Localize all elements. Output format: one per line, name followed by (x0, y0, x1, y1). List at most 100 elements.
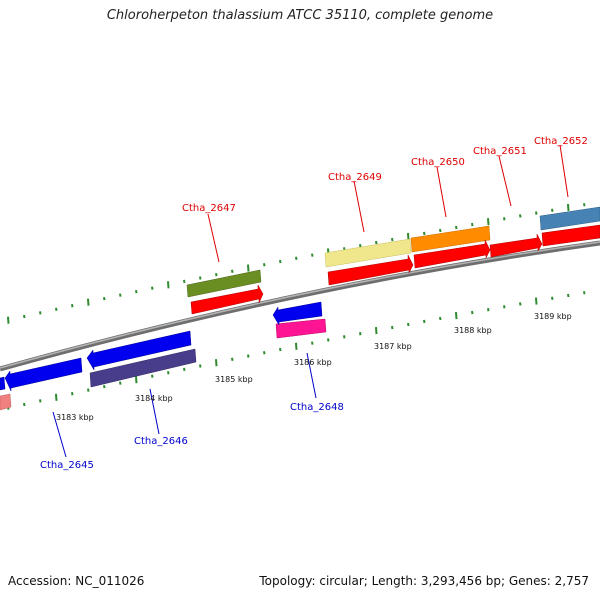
minor-tick (567, 293, 570, 298)
leader-ctha-2652 (559, 144, 569, 198)
minor-tick (39, 399, 42, 403)
minor-tick (119, 293, 122, 297)
gene-label-ctha-2645[interactable]: Ctha_2645 (40, 460, 94, 471)
major-tick (215, 359, 218, 367)
gene-arrow-ctha-2648[interactable] (272, 301, 323, 326)
minor-tick (375, 240, 378, 245)
leader-ctha-2647 (207, 213, 220, 263)
gene-arrow-ctha-2652[interactable] (541, 224, 600, 247)
scale-label: 3186 kbp (294, 358, 332, 367)
gene-arrow-ctha-2650[interactable] (413, 239, 491, 269)
minor-tick (487, 308, 490, 312)
gene-label-ctha-2652[interactable]: Ctha_2652 (534, 136, 588, 147)
gene-arrows (0, 224, 600, 392)
scale-label: 3184 kbp (135, 394, 173, 403)
minor-tick (87, 388, 90, 392)
minor-tick (583, 291, 586, 295)
minor-tick (359, 244, 362, 248)
minor-tick (407, 322, 410, 327)
gene-arrow-ctha-2646[interactable] (86, 330, 192, 371)
gene-arrow-ctha-2645[interactable] (4, 357, 83, 392)
cog-bar-ctha-2652[interactable] (539, 206, 600, 231)
major-tick (135, 376, 138, 384)
map-title: Chloroherpeton thalassium ATCC 35110, co… (106, 8, 494, 23)
minor-tick (583, 203, 586, 207)
minor-tick (343, 335, 346, 339)
minor-tick (423, 319, 426, 324)
minor-tick (199, 276, 202, 280)
minor-tick (471, 310, 474, 315)
gene-label-ctha-2649[interactable]: Ctha_2649 (328, 172, 382, 183)
cog-bar-ctha-2647[interactable] (186, 269, 262, 298)
minor-tick (199, 364, 202, 368)
minor-tick (55, 307, 58, 311)
leader-ctha-2651 (498, 155, 512, 207)
cog-category-bars (0, 206, 600, 411)
minor-tick (71, 392, 74, 396)
major-tick (455, 311, 458, 320)
topology-text: Topology: circular; Length: 3,293,456 bp… (259, 574, 589, 588)
leader-ctha-2645 (52, 411, 67, 458)
cog-bar-ctha-2646[interactable] (89, 348, 197, 388)
major-tick (375, 327, 378, 335)
minor-tick (231, 269, 234, 273)
leader-ctha-2649 (353, 180, 365, 233)
minor-tick (519, 302, 522, 306)
major-tick (295, 342, 298, 350)
minor-tick (279, 347, 282, 352)
leader-ctha-2650 (436, 166, 447, 218)
major-tick (167, 281, 170, 289)
cog-bar-ctha-2648[interactable] (275, 318, 327, 339)
minor-tick (183, 279, 186, 284)
cog-bar-ctha-2644[interactable] (0, 393, 12, 411)
minor-tick (359, 332, 362, 336)
genome-backbone-highlight (0, 241, 600, 369)
minor-tick (503, 217, 506, 221)
scale-label: 3185 kbp (215, 375, 253, 384)
gene-label-ctha-2647[interactable]: Ctha_2647 (182, 203, 236, 214)
minor-tick (247, 354, 250, 358)
scale-label: 3188 kbp (454, 326, 492, 335)
minor-tick (311, 253, 314, 257)
major-tick (407, 232, 410, 241)
minor-tick (551, 208, 554, 212)
gene-labels: Ctha_2647 Ctha_2649 Ctha_2650 Ctha_2651 … (40, 136, 588, 471)
minor-tick (135, 289, 138, 294)
genome-backbone (0, 240, 600, 372)
minor-tick (311, 341, 314, 345)
minor-tick (167, 371, 170, 375)
minor-tick (439, 316, 442, 321)
gene-label-ctha-2650[interactable]: Ctha_2650 (411, 157, 465, 168)
gene-label-ctha-2648[interactable]: Ctha_2648 (290, 402, 344, 413)
major-tick (7, 316, 10, 324)
major-tick (87, 298, 90, 306)
cog-bar-ctha-2649[interactable] (324, 238, 412, 268)
minor-tick (551, 296, 554, 300)
minor-tick (39, 311, 42, 315)
inner-tick-row (7, 291, 586, 410)
major-tick (567, 203, 570, 212)
cog-bar-ctha-2650[interactable] (410, 225, 491, 253)
gene-arrow-ctha-2651[interactable] (489, 233, 543, 258)
minor-tick (263, 351, 266, 355)
minor-tick (151, 286, 154, 290)
minor-tick (23, 314, 26, 319)
minor-tick (103, 384, 106, 389)
minor-tick (215, 272, 218, 277)
minor-tick (183, 367, 186, 372)
gene-arrow-ctha-2644[interactable] (0, 376, 6, 391)
gene-label-ctha-2646[interactable]: Ctha_2646 (134, 436, 188, 447)
minor-tick (439, 228, 442, 233)
major-tick (487, 218, 490, 226)
accession-text: Accession: NC_011026 (8, 574, 145, 588)
gene-arrow-ctha-2649[interactable] (327, 254, 414, 286)
minor-tick (71, 304, 74, 308)
gene-arrow-ctha-2647[interactable] (190, 284, 264, 315)
minor-tick (279, 259, 282, 264)
major-tick (55, 393, 58, 401)
minor-tick (263, 263, 266, 267)
minor-tick (231, 357, 234, 361)
minor-tick (503, 305, 506, 309)
gene-label-ctha-2651[interactable]: Ctha_2651 (473, 146, 527, 157)
minor-tick (471, 222, 474, 227)
